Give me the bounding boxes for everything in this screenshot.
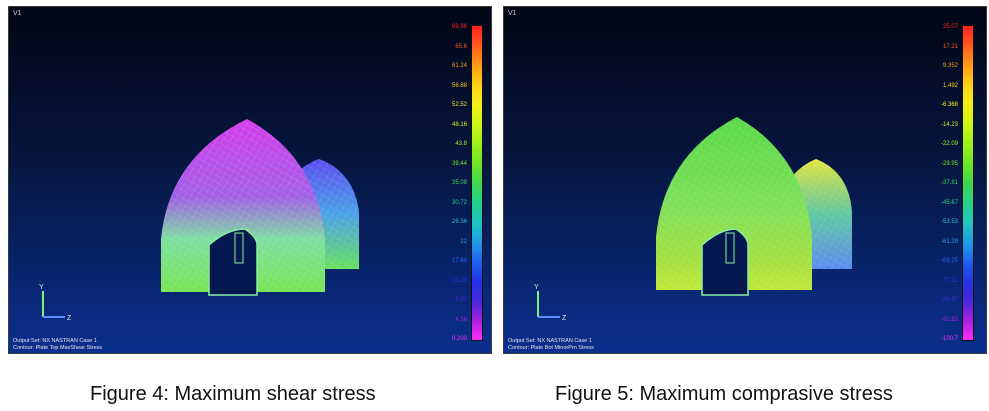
- legend-tick-label: 65.6: [455, 43, 467, 50]
- primary-dome: [161, 119, 325, 292]
- legend-tick-label: -84.97: [940, 297, 958, 303]
- legend-tick-label: 52.52: [451, 102, 467, 108]
- legend-tick-label: 0.200: [451, 336, 467, 342]
- legend-tick-label: 69.96: [451, 24, 467, 30]
- legend-tick-label: -53.53: [940, 219, 958, 225]
- legend-tick-label: 56.88: [451, 82, 467, 89]
- legend-tick-label: -100.7: [940, 336, 958, 342]
- legend-tick-label: -22.09: [940, 141, 958, 147]
- legend-tick-label: -29.95: [940, 160, 958, 167]
- figure-5-caption: Figure 5: Maximum comprasive stress: [555, 383, 893, 405]
- legend-tick-label: -6.368: [940, 102, 958, 108]
- door-opening: [208, 228, 258, 296]
- axis-triad: Y Z: [534, 284, 567, 322]
- legend-tick-label: -45.67: [940, 199, 958, 206]
- fea-model-render: Y Z: [534, 117, 852, 322]
- legend-tick-label: 9.352: [942, 63, 958, 69]
- legend-tick-label: 43.8: [455, 141, 467, 147]
- legend-tick-label: 13.28: [451, 277, 467, 284]
- legend-tick-label: 26.36: [451, 219, 467, 225]
- svg-text:Z: Z: [562, 315, 567, 322]
- legend-tick-label: -61.39: [940, 238, 958, 245]
- legend-tick-label: 1.492: [942, 82, 958, 89]
- output-set-label: Output Set: NX NASTRAN Case 1: [13, 338, 97, 344]
- color-legend-bar: [471, 25, 483, 341]
- legend-tick-label: 39.44: [451, 160, 467, 167]
- legend-tick-label: -77.11: [941, 277, 958, 284]
- legend-tick-label: 35.08: [451, 180, 467, 186]
- contour-label: Contour: Plate Top MaxShear Stress: [13, 345, 103, 351]
- legend-tick-label: 25.07: [942, 24, 958, 30]
- viewport-label: V1: [13, 10, 22, 17]
- viewport-label: V1: [508, 10, 517, 17]
- legend-tick-label: -37.81: [940, 180, 958, 186]
- figure-5-panel: V1 Y Z: [503, 6, 987, 354]
- legend-tick-label: -92.83: [940, 316, 958, 323]
- output-set-label: Output Set: NX NASTRAN Case 1: [508, 338, 592, 344]
- figure-4-caption: Figure 4: Maximum shear stress: [90, 383, 376, 405]
- legend-tick-label: 17.64: [451, 258, 467, 264]
- color-legend-bar: [962, 25, 974, 341]
- legend-tick-label: 61.24: [451, 63, 467, 69]
- legend-tick-label: -69.25: [940, 258, 958, 264]
- axis-triad: Y Z: [39, 284, 72, 322]
- legend-tick-label: 30.72: [451, 199, 467, 206]
- primary-dome: [656, 117, 812, 290]
- legend-tick-label: 4.56: [455, 316, 467, 323]
- legend-tick-label: 17.21: [942, 43, 958, 50]
- svg-text:Z: Z: [67, 315, 72, 322]
- door-opening: [701, 228, 749, 296]
- figure-4-panel: V1 Y Z: [8, 6, 492, 354]
- fea-model-render: Y Z: [39, 119, 359, 322]
- contour-label: Contour: Plate Bot MinorPrn Stress: [508, 345, 594, 351]
- legend-tick-label: 8.92: [455, 297, 467, 303]
- legend-tick-label: 22: [460, 238, 467, 245]
- svg-text:Y: Y: [39, 284, 44, 291]
- legend-tick-label: -14.23: [940, 121, 958, 128]
- legend-tick-label: 48.16: [451, 121, 467, 128]
- svg-text:Y: Y: [534, 284, 539, 291]
